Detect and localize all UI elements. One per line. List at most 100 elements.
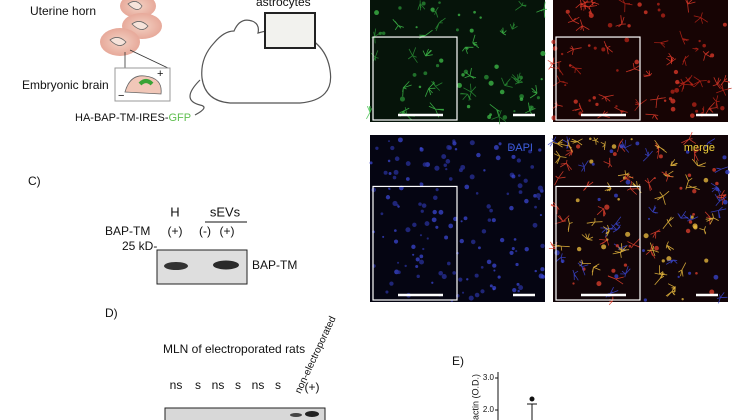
cell-nucleus <box>541 274 545 279</box>
cell-nucleus <box>589 159 594 164</box>
cell-process <box>536 1 548 18</box>
cell-nucleus <box>515 250 518 253</box>
cell-process <box>499 27 507 36</box>
cell-nucleus <box>405 161 411 166</box>
cell-nucleus <box>592 96 596 100</box>
cell-nucleus <box>588 99 591 102</box>
cell-process <box>643 70 653 77</box>
cell-nucleus <box>552 46 558 51</box>
cell-nucleus <box>405 177 410 181</box>
cell-process <box>693 12 709 24</box>
cell-process <box>661 171 673 182</box>
cell-nucleus <box>457 13 461 17</box>
lane-label: (-) <box>199 224 211 238</box>
cell-process <box>600 141 606 150</box>
construct-reporter: GFP <box>169 112 192 124</box>
cell-process <box>431 80 443 91</box>
cell-process <box>513 74 523 85</box>
cell-nucleus <box>653 177 656 180</box>
cell-nucleus <box>438 270 444 276</box>
cell-process <box>691 158 707 167</box>
cell-nucleus <box>712 168 716 172</box>
cell-nucleus <box>476 152 481 158</box>
cell-process <box>491 109 507 125</box>
cell-nucleus <box>666 256 672 262</box>
cell-process <box>578 160 589 172</box>
cell-nucleus <box>601 244 607 250</box>
cell-nucleus <box>518 190 523 194</box>
cell-nucleus <box>513 110 516 113</box>
cell-process <box>463 83 477 101</box>
cell-nucleus <box>540 78 543 81</box>
cell-nucleus <box>539 213 543 217</box>
cell-nucleus <box>423 71 428 76</box>
merge-label: merge <box>684 142 715 154</box>
cell-nucleus <box>634 59 640 65</box>
cell-nucleus <box>393 239 399 244</box>
cell-process <box>572 269 579 281</box>
cell-process <box>599 236 610 246</box>
cell-process <box>459 92 472 101</box>
cell-nucleus <box>404 264 407 268</box>
cell-nucleus <box>489 284 493 288</box>
cell-nucleus <box>455 28 459 32</box>
cell-nucleus <box>394 156 400 162</box>
cell-process <box>699 226 707 235</box>
cell-nucleus <box>560 52 564 56</box>
cell-nucleus <box>412 72 417 77</box>
cell-nucleus <box>702 43 706 48</box>
cell-nucleus <box>434 165 440 171</box>
blot-band <box>290 413 302 417</box>
cell-process <box>424 82 436 97</box>
cell-nucleus <box>445 167 448 171</box>
cell-process <box>559 159 573 171</box>
cell-nucleus <box>534 269 537 273</box>
cell-nucleus <box>635 141 640 146</box>
cell-nucleus <box>516 158 521 163</box>
cell-nucleus <box>524 246 529 252</box>
cell-nucleus <box>536 96 540 100</box>
cell-nucleus <box>426 237 429 240</box>
panel-e-label: E) <box>452 354 464 368</box>
cell-nucleus <box>454 148 458 151</box>
cell-nucleus <box>444 235 449 240</box>
cell-process <box>654 271 665 286</box>
cell-nucleus <box>441 274 447 280</box>
cell-process <box>422 48 433 57</box>
cell-nucleus <box>654 245 659 251</box>
cell-nucleus <box>398 6 402 10</box>
cell-process <box>551 139 564 148</box>
cell-process <box>592 137 599 145</box>
cell-nucleus <box>445 159 451 164</box>
cell-nucleus <box>511 247 515 251</box>
cell-nucleus <box>576 144 581 149</box>
cell-nucleus <box>642 249 645 253</box>
cell-process <box>370 50 379 63</box>
cell-nucleus <box>685 150 690 154</box>
cell-nucleus <box>487 115 492 119</box>
cell-process <box>586 218 603 227</box>
cell-nucleus <box>419 254 424 259</box>
cell-process <box>591 263 601 276</box>
cell-process <box>562 136 570 149</box>
cell-process <box>567 14 580 25</box>
cell-nucleus <box>415 26 418 29</box>
cell-process <box>461 46 474 54</box>
cell-nucleus <box>460 164 466 170</box>
cell-process <box>603 41 613 55</box>
cell-process <box>626 181 640 195</box>
marker-label: 25 kD- <box>122 239 157 253</box>
cell-nucleus <box>511 154 516 159</box>
cell-process <box>553 244 570 251</box>
cell-nucleus <box>551 115 557 121</box>
cell-process <box>704 138 716 149</box>
cell-nucleus <box>424 221 430 227</box>
cell-process <box>712 77 722 89</box>
cell-process <box>575 19 590 32</box>
cell-nucleus <box>534 205 537 209</box>
cell-nucleus <box>515 262 519 267</box>
cell-nucleus <box>397 137 403 143</box>
construct-label: HA-BAP-TM-IRES-GFP <box>75 112 191 124</box>
cell-nucleus <box>382 235 385 238</box>
inset <box>555 185 641 301</box>
